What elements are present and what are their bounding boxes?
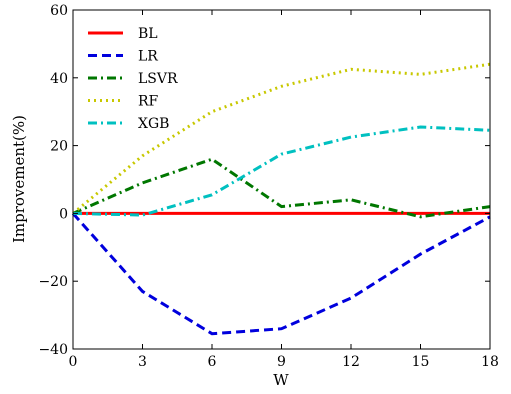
x-axis-label: W — [273, 371, 289, 389]
y-tick-label: 40 — [50, 71, 68, 87]
y-axis-label: Improvement(%) — [10, 115, 28, 243]
series-line-lr — [71, 212, 491, 336]
x-tick-label: 6 — [208, 354, 217, 370]
x-tick-label: 12 — [342, 354, 360, 370]
legend-label-xgb: XGB — [138, 116, 169, 132]
legend-label-rf: RF — [138, 94, 159, 110]
series-line-xgb — [72, 125, 491, 217]
x-tick-label: 0 — [69, 354, 78, 370]
series-layer — [71, 62, 491, 336]
y-tick-label: −40 — [38, 342, 68, 358]
legend-label-bl: BL — [138, 26, 158, 42]
y-tick-label: 0 — [59, 206, 68, 222]
legend-label-lr: LR — [138, 49, 158, 65]
y-tick-label: 20 — [50, 139, 68, 155]
series-line-rf — [72, 62, 491, 215]
x-tick-label: 3 — [138, 354, 147, 370]
legend-label-lsvr: LSVR — [138, 71, 178, 87]
x-tick-label: 9 — [277, 354, 286, 370]
legend: BL LR LSVR RF XGB — [88, 26, 178, 132]
x-tick-label: 15 — [412, 354, 430, 370]
plot-frame — [72, 9, 491, 350]
y-tick-label: 60 — [50, 3, 68, 19]
x-tick-label: 18 — [481, 354, 499, 370]
ticks-layer: 0 3 6 9 12 15 18 −40 −20 0 20 40 60 — [38, 3, 498, 370]
y-tick-label: −20 — [38, 274, 68, 290]
series-line-lsvr — [72, 157, 491, 219]
